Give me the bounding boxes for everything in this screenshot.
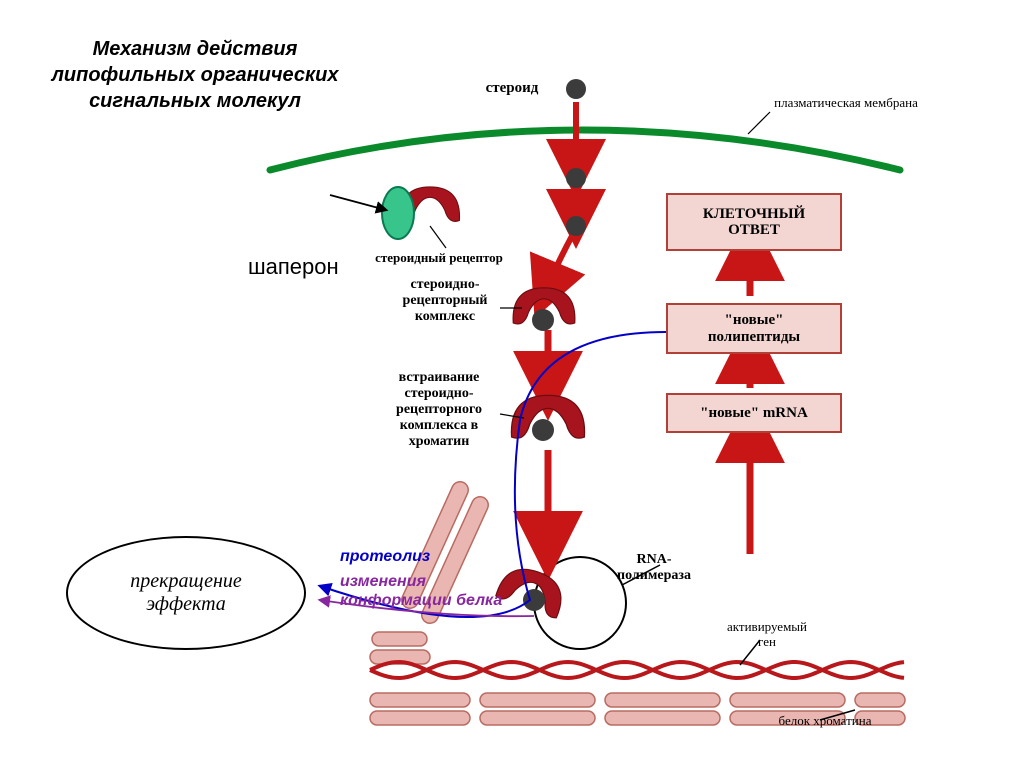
conf-line2: конформации белка — [340, 591, 502, 610]
dna-helix — [370, 662, 904, 678]
plasma-membrane — [270, 130, 900, 170]
label-sr_complex: стероидно-рецепторныйкомплекс — [380, 277, 510, 325]
red-curved-arrow — [548, 236, 572, 286]
shaperon-shape — [382, 187, 414, 239]
proteolysis-annotation: протеолиз — [340, 548, 430, 566]
conformation-annotation: изменения конформации белка — [340, 572, 502, 610]
effect-termination-ellipse: прекращение эффекта — [66, 536, 306, 650]
box-new_mrna: "новые" mRNA — [666, 393, 842, 433]
label-steroid: стероид — [472, 80, 552, 97]
svg-layer — [0, 0, 1024, 767]
shaperon-label: шаперон — [248, 254, 339, 280]
label-insertion: встраиваниестероидно-рецепторногокомплек… — [374, 370, 504, 450]
box-cell_response: КЛЕТОЧНЫЙОТВЕТ — [666, 193, 842, 251]
conf-line1: изменения — [340, 572, 502, 591]
ellipse-line2: эффекта — [130, 593, 242, 616]
label-plasma_membrane: плазматическая мембрана — [726, 96, 966, 111]
label-chromatin_protein: белок хроматина — [740, 714, 910, 729]
diagram-canvas: { "title": { "text": "Механизм действия … — [0, 0, 1024, 767]
label-steroid_receptor: стероидный рецептор — [349, 251, 529, 266]
ellipse-line1: прекращение — [130, 570, 242, 593]
label-activated_gene: активируемыйген — [702, 620, 832, 650]
diagram-title: Механизм действия липофильных органическ… — [25, 36, 365, 114]
label-rna_pol: RNA-полимераза — [594, 552, 714, 584]
box-new_poly: "новые"полипептиды — [666, 303, 842, 354]
